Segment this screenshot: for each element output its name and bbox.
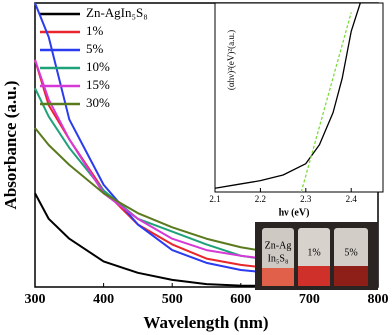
x-tick-label: 2.3 bbox=[300, 194, 312, 204]
y-axis-label: Absorbance (a.u.) bbox=[1, 81, 20, 210]
data-line bbox=[214, 2, 361, 189]
vial-liquid bbox=[262, 268, 294, 286]
vial-liquid bbox=[298, 266, 330, 286]
x-tick-label: 300 bbox=[25, 292, 46, 307]
photo-label: 1% bbox=[307, 247, 320, 258]
photo: Zn-Ag In₅S₈ 1% 5% bbox=[255, 222, 378, 290]
inset-x-label: hν (eV) bbox=[279, 207, 310, 218]
legend-label: 1% bbox=[86, 23, 104, 38]
inset-plot: 2.1 2.2 2.3 2.4 hν (eV) (αhν)²(eV)²(a.u.) bbox=[209, 2, 384, 218]
data-line bbox=[300, 12, 352, 193]
x-tick-label: 500 bbox=[162, 292, 183, 307]
legend-label: Zn-AgIn₅S₈ bbox=[86, 5, 148, 20]
legend-label: 15% bbox=[86, 77, 110, 92]
x-axis-label: Wavelength (nm) bbox=[143, 313, 268, 332]
photo-label: In₅S₈ bbox=[268, 253, 289, 264]
x-tick-label: 600 bbox=[230, 292, 251, 307]
inset-y-label: (αhν)²(eV)²(a.u.) bbox=[226, 30, 236, 90]
x-tick-label: 2.1 bbox=[209, 194, 220, 204]
photo-label: 5% bbox=[344, 247, 357, 258]
legend-label: 10% bbox=[86, 59, 110, 74]
x-tick-label: 400 bbox=[93, 292, 114, 307]
legend-label: 30% bbox=[86, 95, 110, 110]
photo-label: Zn-Ag bbox=[265, 240, 292, 251]
vial-liquid bbox=[334, 266, 368, 286]
x-tick-label: 2.4 bbox=[346, 194, 358, 204]
plot-frame bbox=[214, 2, 384, 193]
x-tick-label: 800 bbox=[368, 292, 389, 307]
legend-label: 5% bbox=[86, 41, 104, 56]
x-tick-label: 700 bbox=[299, 292, 320, 307]
x-tick-label: 2.2 bbox=[255, 194, 266, 204]
